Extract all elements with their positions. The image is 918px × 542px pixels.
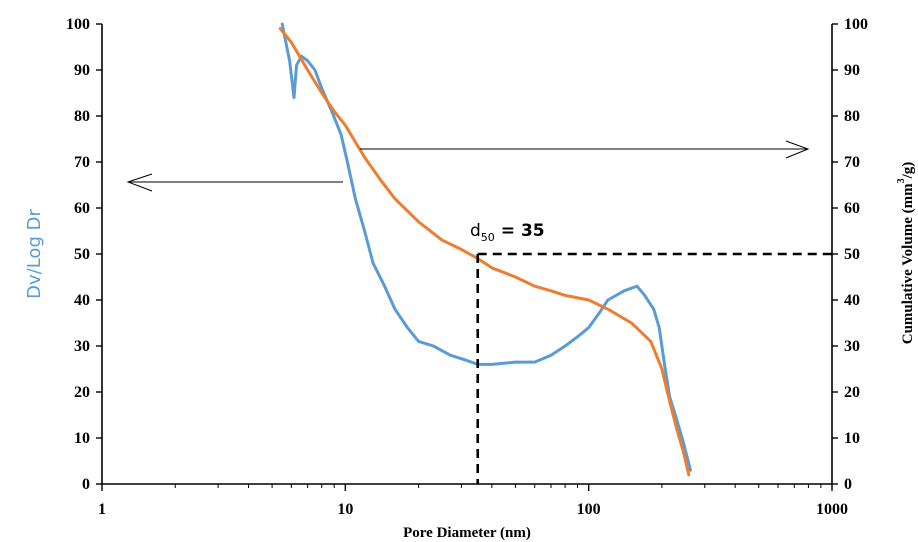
x-tick-label: 1 <box>98 501 106 518</box>
d50-guides <box>476 252 832 484</box>
right-y-tick-label: 80 <box>844 108 860 125</box>
left-y-tick-label: 60 <box>74 200 90 217</box>
left-y-axis-title: Dv/Log Dr <box>24 209 45 299</box>
right-y-axis-title: Cumulative Volume (mm3/g) <box>896 162 916 345</box>
right-y-tick-label: 10 <box>844 430 860 447</box>
d50-annotation: d50 = 35 <box>470 221 545 244</box>
right-y-title-sup: 3 <box>896 178 907 183</box>
left-y-tick-label: 50 <box>74 246 90 263</box>
x-axis-title: Pore Diameter (nm) <box>403 525 531 541</box>
right-y-tick-label: 0 <box>844 476 852 493</box>
series-layer <box>278 22 692 477</box>
left-y-tick-label: 40 <box>74 292 90 309</box>
cumulative-series-line <box>278 27 691 477</box>
x-ticks: 1 10 100 1000 <box>98 484 848 518</box>
right-y-tick-label: 70 <box>844 154 860 171</box>
left-y-tick-label: 20 <box>74 384 90 401</box>
arrow-to-right-axis <box>360 140 810 159</box>
right-y-title-tail: /g) <box>900 162 916 180</box>
right-y-tick-label: 30 <box>844 338 860 355</box>
right-y-tick-label: 40 <box>844 292 860 309</box>
d50-value: = 35 <box>501 221 545 241</box>
left-y-tick-label: 80 <box>74 108 90 125</box>
right-y-title-main: Cumulative Volume (mm <box>900 183 916 344</box>
left-y-ticks: 0 10 20 30 40 50 60 70 80 90 100 <box>66 16 102 493</box>
left-y-tick-label: 0 <box>82 476 90 493</box>
right-y-tick-label: 20 <box>844 384 860 401</box>
d50-label: d <box>470 221 481 241</box>
dv-series-line <box>280 22 692 472</box>
x-tick-label: 100 <box>577 501 601 518</box>
right-y-tick-label: 100 <box>844 16 868 33</box>
x-tick-label: 10 <box>337 501 353 518</box>
left-y-tick-label: 30 <box>74 338 90 355</box>
left-y-tick-label: 70 <box>74 154 90 171</box>
x-tick-label: 1000 <box>816 501 848 518</box>
right-y-ticks: 0 10 20 30 40 50 60 70 80 90 100 <box>832 16 868 493</box>
left-y-tick-label: 10 <box>74 430 90 447</box>
right-y-tick-label: 60 <box>844 200 860 217</box>
right-y-tick-label: 90 <box>844 62 860 79</box>
left-y-tick-label: 100 <box>66 16 90 33</box>
left-y-tick-label: 90 <box>74 62 90 79</box>
right-y-tick-label: 50 <box>844 246 860 263</box>
arrow-to-left-axis <box>126 173 343 192</box>
d50-subscript: 50 <box>481 231 495 244</box>
